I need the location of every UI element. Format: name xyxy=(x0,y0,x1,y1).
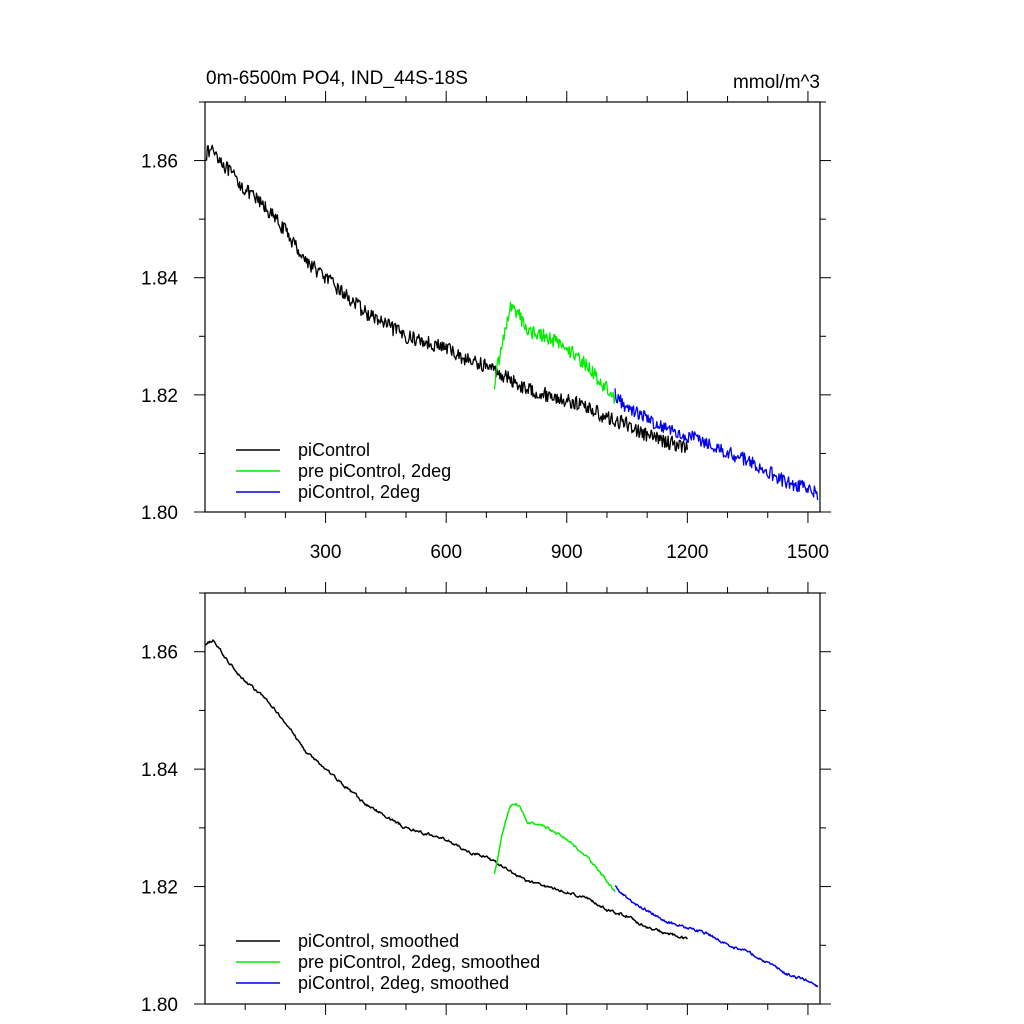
legend-label: pre piControl, 2deg xyxy=(298,461,451,481)
chart-title: 0m-6500m PO4, IND_44S-18S xyxy=(206,68,468,89)
series-line-1 xyxy=(493,301,616,404)
x-tick-label: 900 xyxy=(551,542,583,563)
top-panel: 300 600 900 1200 1500 1.80 1.82 1.84 1.86 piContr… xyxy=(141,91,831,563)
legend-label: piControl, 2deg xyxy=(298,482,420,502)
x-tick-label: 600 xyxy=(430,542,462,563)
series-line-2 xyxy=(614,388,819,501)
plot-frame xyxy=(204,592,821,1005)
y-tick-label: 1.82 xyxy=(141,878,178,899)
y-tick-label: 1.86 xyxy=(141,152,178,173)
plot-frame xyxy=(204,101,821,513)
y-tick-label: 1.84 xyxy=(141,760,178,781)
x-tick-label: 1500 xyxy=(787,542,829,563)
legend-label: pre piControl, 2deg, smoothed xyxy=(298,952,540,972)
y-tick-label: 1.82 xyxy=(141,386,178,407)
legend-label: piControl, 2deg, smoothed xyxy=(298,973,509,993)
y-tick-label: 1.86 xyxy=(141,643,178,664)
series-line-0 xyxy=(204,144,689,453)
legend-label: piControl, smoothed xyxy=(298,931,459,951)
y-tick-label: 1.80 xyxy=(141,995,178,1016)
y-tick-label: 1.80 xyxy=(141,503,178,524)
series-line-0 xyxy=(204,639,688,940)
units-label: mmol/m^3 xyxy=(733,72,820,93)
series-line-2 xyxy=(614,885,819,988)
legend-label: piControl xyxy=(298,440,370,460)
x-tick-label: 300 xyxy=(310,542,342,563)
x-tick-label: 1200 xyxy=(666,542,708,563)
series-line-1 xyxy=(493,802,616,893)
y-tick-label: 1.84 xyxy=(141,269,178,290)
